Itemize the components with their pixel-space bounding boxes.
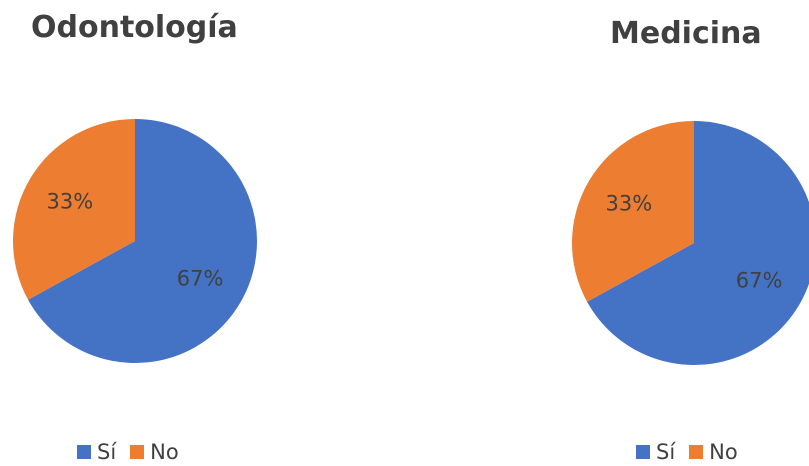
chart-title-odontologia: Odontología	[31, 10, 238, 45]
data-label-si: 67%	[736, 269, 783, 293]
pie-chart-odontologia: 67% 33%	[13, 119, 257, 363]
pie-slice-si	[28, 119, 257, 363]
legend-label-no: No	[709, 440, 738, 464]
legend-medicina: Sí No	[636, 440, 738, 464]
legend-item-no: No	[689, 440, 738, 464]
data-label-si: 67%	[177, 267, 224, 291]
legend-label-si: Sí	[656, 440, 676, 464]
pie-slice-no	[13, 119, 135, 300]
data-label-no: 33%	[47, 189, 94, 213]
chart-title-medicina: Medicina	[610, 16, 762, 51]
legend-swatch-no	[130, 445, 145, 459]
legend-swatch-si	[77, 445, 91, 459]
legend-label-no: No	[150, 440, 179, 464]
legend-item-si: Sí	[636, 440, 675, 464]
legend-label-si: Sí	[97, 440, 117, 464]
legend-item-no: No	[130, 440, 179, 464]
legend-odontologia: Sí No	[77, 440, 179, 464]
pie-chart-medicina: 67% 33%	[572, 121, 809, 365]
data-label-no: 33%	[606, 191, 653, 215]
legend-swatch-si	[636, 445, 650, 459]
pie-slice-si	[587, 121, 809, 365]
legend-item-si: Sí	[77, 440, 116, 464]
pie-slice-no	[572, 121, 694, 302]
legend-swatch-no	[689, 445, 704, 459]
